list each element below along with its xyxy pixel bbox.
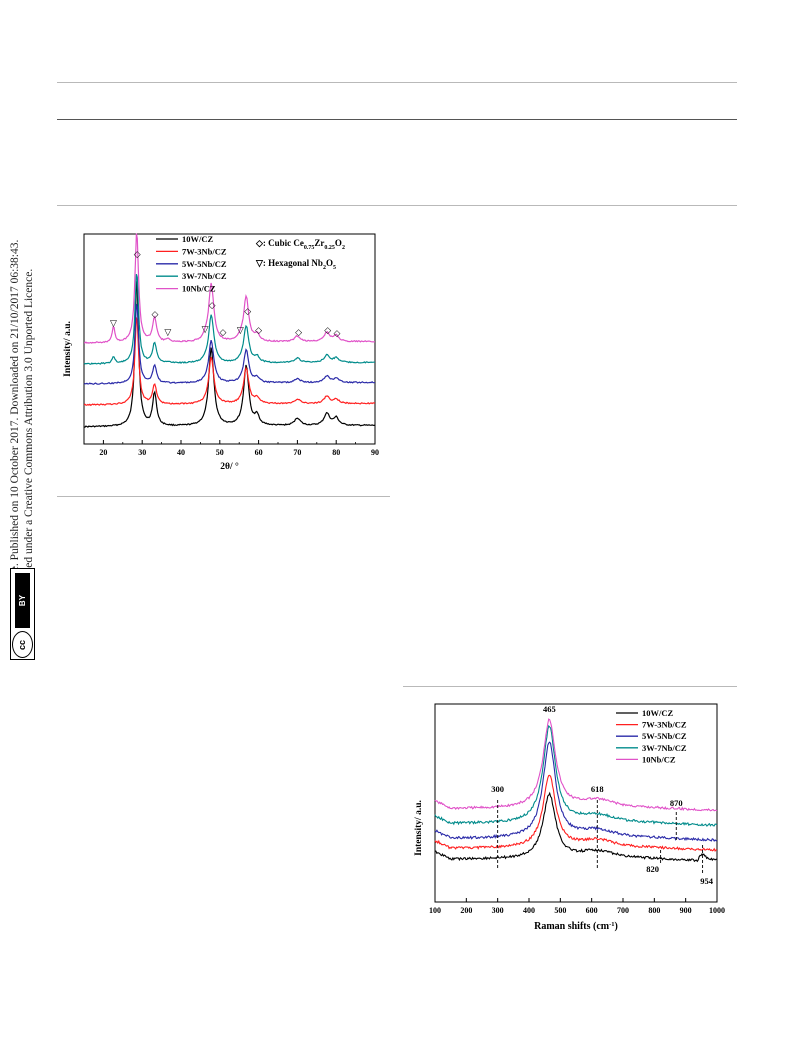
raman-legend-label: 5W-5Nb/CZ (642, 731, 687, 741)
by-icon: BY (15, 573, 30, 628)
raman-chart: 100 200 300 400 500 600 700 800 900 1000 Raman shi… (414, 703, 725, 933)
xrd-x-tick-label: 40 (177, 448, 185, 457)
raman-x-tick-label: 700 (617, 906, 629, 915)
raman-annotation-label: 820 (646, 864, 659, 874)
xrd-legend-label: 10Nb/CZ (182, 284, 216, 294)
xrd-peak-marker: ▽ (202, 324, 209, 334)
xrd-series-3W-7Nb/CZ (83, 274, 376, 365)
xrd-peak-marker: ◇ (324, 325, 331, 335)
raman-x-axis-label: Raman shifts (cm-1) (534, 921, 618, 933)
raman-series-10W/CZ (434, 791, 718, 863)
xrd-series-10W/CZ (84, 281, 376, 428)
xrd-series-7W-3Nb/CZ (83, 317, 376, 407)
xrd-plot-frame (83, 233, 376, 445)
xrd-x-axis-label: 2θ/ ° (220, 461, 239, 472)
xrd-peak-marker: ◇ (295, 327, 302, 337)
raman-x-tick-label: 1000 (709, 906, 725, 915)
xrd-legend-label: 5W-5Nb/CZ (182, 259, 227, 269)
raman-annotation-label: 300 (491, 784, 504, 794)
xrd-x-tick-label: 30 (138, 448, 146, 457)
xrd-peak-marker: ◇ (134, 249, 141, 259)
xrd-peak-marker: ▽ (164, 327, 171, 337)
xrd-peak-marker: ▽ (237, 325, 244, 335)
raman-x-tick-label: 200 (460, 906, 472, 915)
xrd-peak-marker: ◇ (219, 327, 226, 337)
header-rule-bottom (57, 119, 737, 120)
raman-y-axis-label: Intensity/ a.u. (414, 800, 424, 856)
xrd-peak-marker: ◇ (209, 300, 216, 310)
raman-series-10Nb/CZ (434, 718, 718, 812)
raman-legend-label: 10W/CZ (642, 708, 674, 718)
raman-series-3W-7Nb/CZ (434, 724, 718, 827)
xrd-y-axis-label: Intensity/ a.u. (63, 321, 73, 377)
raman-x-tick-label: 600 (586, 906, 598, 915)
raman-legend-label: 7W-3Nb/CZ (642, 720, 687, 730)
xrd-series-10Nb/CZ (84, 233, 375, 344)
figure1-rule-bottom (57, 496, 390, 497)
xrd-phase-legend: ◇: Cubic Ce0.75Zr0.25O2 (255, 238, 345, 251)
cc-icon: cc (12, 631, 33, 658)
xrd-legend-label: 10W/CZ (182, 234, 214, 244)
xrd-x-tick-label: 80 (332, 448, 340, 457)
raman-annotation-label: 870 (670, 798, 683, 808)
raman-x-tick-label: 800 (648, 906, 660, 915)
raman-legend-label: 3W-7Nb/CZ (642, 743, 687, 753)
xrd-x-tick-label: 70 (293, 448, 301, 457)
raman-annotation-label: 618 (591, 784, 604, 794)
xrd-series-5W-5Nb/CZ (83, 303, 376, 385)
xrd-phase-legend: ▽: Hexagonal Nb2O5 (255, 258, 336, 271)
xrd-peak-marker: ◇ (255, 325, 262, 335)
xrd-x-tick-label: 20 (99, 448, 107, 457)
figure2-rule-top (403, 686, 737, 687)
xrd-peak-marker: ◇ (152, 309, 159, 319)
xrd-peak-marker: ▽ (110, 318, 117, 328)
raman-annotation-label: 954 (700, 876, 714, 886)
xrd-x-tick-label: 60 (255, 448, 263, 457)
raman-x-tick-label: 300 (492, 906, 504, 915)
raman-plot-frame (434, 703, 718, 903)
raman-annotation-label: 465 (543, 704, 556, 714)
raman-series-7W-3Nb/CZ (434, 774, 718, 853)
xrd-x-tick-label: 90 (371, 448, 379, 457)
xrd-peak-marker: ◇ (244, 306, 251, 316)
raman-x-tick-label: 900 (680, 906, 692, 915)
raman-x-tick-label: 400 (523, 906, 535, 915)
raman-x-tick-label: 100 (429, 906, 441, 915)
header-rule-top (57, 82, 737, 83)
raman-series-5W-5Nb/CZ (434, 741, 718, 842)
cc-by-badge[interactable]: BY cc (10, 568, 35, 660)
raman-legend-label: 10Nb/CZ (642, 754, 676, 764)
figure-rule-top (57, 205, 737, 206)
xrd-x-tick-label: 50 (216, 448, 224, 457)
raman-x-tick-label: 500 (554, 906, 566, 915)
xrd-legend-label: 3W-7Nb/CZ (182, 271, 227, 281)
xrd-peak-marker: ◇ (334, 328, 341, 338)
xrd-legend-label: 7W-3Nb/CZ (182, 246, 227, 256)
